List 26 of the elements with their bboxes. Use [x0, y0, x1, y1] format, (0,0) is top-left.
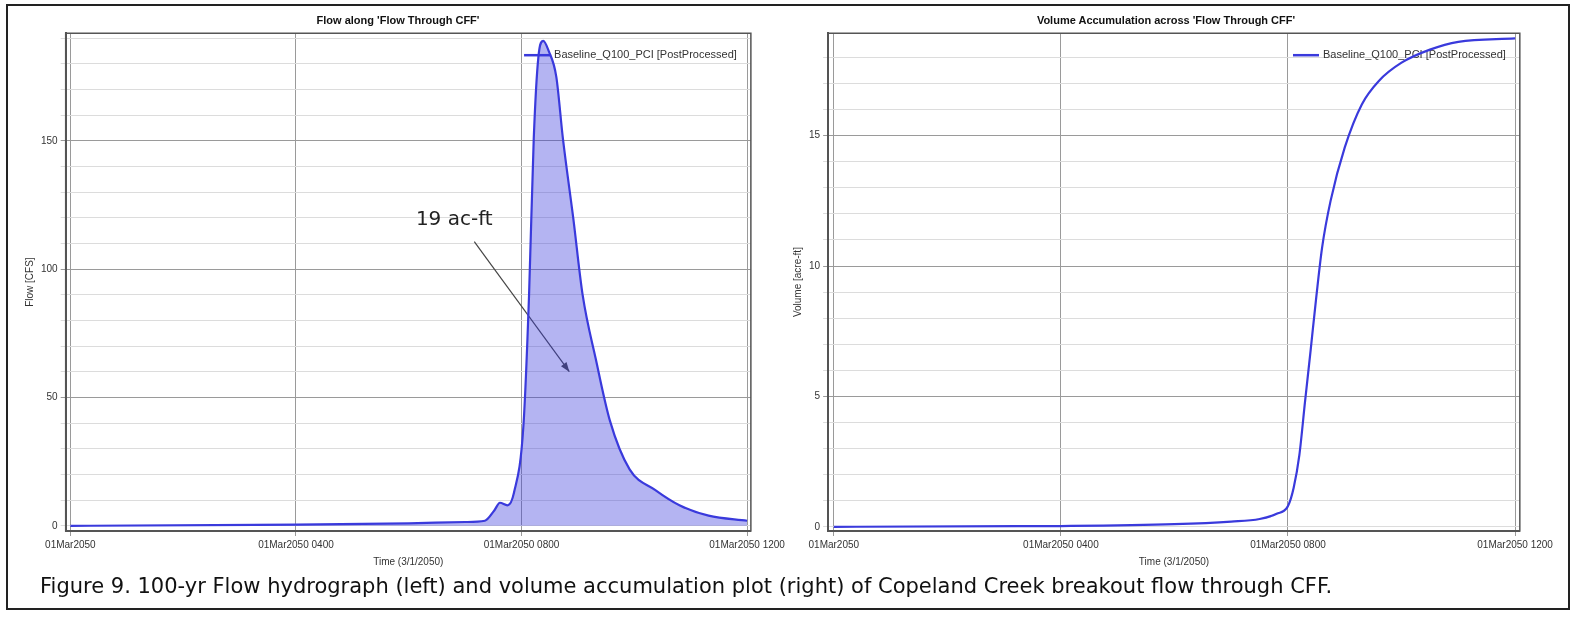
y-tick-label: 10	[809, 259, 821, 271]
x-tick-label: 01Mar2050 0400	[1023, 538, 1100, 550]
x-tick-label: 01Mar2050	[808, 538, 860, 550]
y-axis-title: Volume [acre-ft]	[791, 246, 803, 318]
x-tick-label: 01Mar2050 1200	[709, 538, 786, 550]
y-tick-label: 5	[814, 390, 821, 402]
caption: Figure 9. 100-yr Flow hydrograph (left) and volume accumulation plot (right) of Copeland Creek breakout flow through CFF.	[40, 574, 1333, 598]
y-axis-title: Flow [CFS]	[23, 257, 35, 307]
y-tick-label: 50	[46, 391, 59, 403]
x-tick-label: 01Mar2050 1200	[1477, 538, 1554, 550]
x-axis-title: Time (3/1/2050)	[373, 555, 444, 567]
line-series	[832, 37, 1517, 528]
chart-title: Volume Accumulation across 'Flow Through CFF'	[1036, 13, 1296, 26]
chart-title: Flow along 'Flow Through CFF'	[316, 13, 480, 26]
y-tick-label: 0	[814, 520, 821, 532]
y-tick-label: 15	[809, 129, 821, 141]
y-tick-label: 0	[52, 519, 59, 531]
x-tick-label: 01Mar2050 0800	[483, 538, 560, 550]
x-axis-title: Time (3/1/2050)	[1138, 555, 1210, 567]
legend-label: Baseline_Q100_PCI [PostProcessed]	[554, 48, 737, 61]
y-tick-label: 100	[41, 263, 59, 275]
x-tick-label: 01Mar2050 0800	[1250, 538, 1327, 550]
annotation: 19 ac-ft	[415, 205, 493, 230]
y-tick-label: 150	[41, 134, 59, 146]
x-tick-label: 01Mar2050 0400	[258, 538, 335, 550]
x-tick-label: 01Mar2050	[45, 538, 97, 550]
